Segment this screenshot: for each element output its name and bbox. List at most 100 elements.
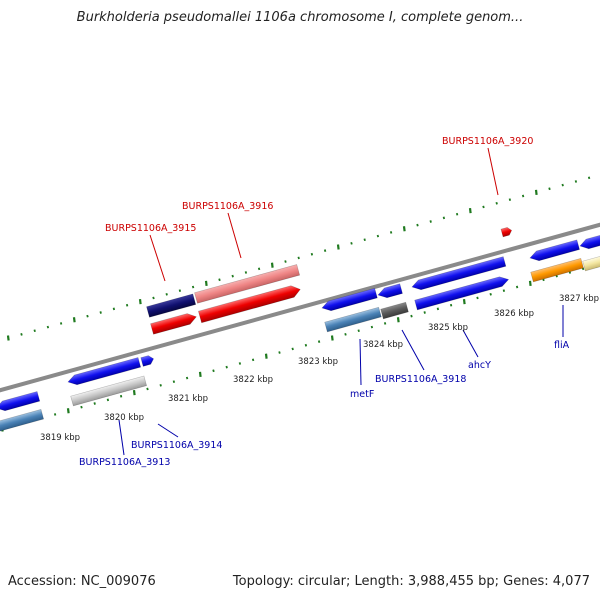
minor-tick <box>231 274 234 278</box>
minor-tick <box>178 289 182 293</box>
major-tick <box>270 262 274 268</box>
minor-tick <box>20 333 23 336</box>
major-tick <box>468 207 472 214</box>
gene-flia-lower[interactable] <box>530 257 584 283</box>
gene-burps1106a-3914-upper[interactable] <box>67 357 142 387</box>
minor-tick <box>278 351 281 354</box>
kbp-label-3819: 3819 kbp <box>40 433 80 443</box>
minor-tick <box>53 413 57 416</box>
minor-tick <box>423 311 426 314</box>
minor-tick <box>344 333 347 336</box>
gene-label-flia[interactable]: fliA <box>554 340 570 351</box>
minor-tick <box>112 307 116 311</box>
accession-text: Accession: NC_009076 <box>8 574 156 589</box>
gene-labels: BURPS1106A_3920 BURPS1106A_3916 BURPS110… <box>79 136 570 468</box>
leader-line <box>462 329 479 358</box>
leader-line <box>401 329 425 371</box>
gene-left-upper[interactable] <box>0 391 41 412</box>
minor-tick <box>376 234 380 238</box>
gene-label-burps1106a-3920[interactable]: BURPS1106A_3920 <box>442 136 533 147</box>
gene-burps1106a-3915-lower[interactable] <box>150 311 198 335</box>
major-tick <box>534 189 538 196</box>
minor-tick <box>284 260 287 263</box>
kbp-label-3827: 3827 kbp <box>559 294 599 304</box>
major-tick <box>6 335 10 341</box>
gene-burps1106a-3914-tip[interactable] <box>140 354 155 367</box>
minor-tick <box>119 394 123 398</box>
minor-tick <box>106 398 110 402</box>
leader-line <box>157 423 179 438</box>
gene-label-burps1106a-3916[interactable]: BURPS1106A_3916 <box>182 201 273 212</box>
minor-tick <box>383 322 387 325</box>
minor-tick <box>146 387 149 391</box>
major-tick <box>204 280 208 287</box>
minor-tick <box>548 187 551 191</box>
gene-label-metf[interactable]: metF <box>350 389 374 400</box>
major-tick <box>336 244 340 250</box>
minor-tick <box>185 376 189 380</box>
gene-burps1106a-3915-upper[interactable] <box>146 293 197 318</box>
major-tick <box>396 317 400 323</box>
gene-burps1106a-3920[interactable] <box>500 226 513 238</box>
minor-tick <box>495 201 498 205</box>
upper-tick-track <box>6 176 591 341</box>
gene-label-ahcy[interactable]: ahcY <box>468 360 491 371</box>
gene-flia-upper[interactable] <box>529 239 580 263</box>
minor-tick <box>574 180 578 183</box>
minor-tick <box>257 267 261 271</box>
gene-burps1106a-3918-lower[interactable] <box>380 301 409 320</box>
minor-tick <box>370 325 374 329</box>
gene-burps1106a-3913[interactable] <box>70 375 147 407</box>
major-tick <box>138 298 142 305</box>
major-tick <box>330 335 334 341</box>
leader-line <box>227 212 242 259</box>
gene-next-upper[interactable] <box>579 234 600 250</box>
major-tick <box>72 317 76 323</box>
gene-features[interactable] <box>0 226 600 433</box>
minor-tick <box>86 314 89 318</box>
leader-line <box>149 234 166 282</box>
minor-tick <box>159 383 162 387</box>
kbp-label-3825: 3825 kbp <box>428 323 468 333</box>
gene-label-burps1106a-3918[interactable]: BURPS1106A_3918 <box>375 374 466 385</box>
minor-tick <box>587 176 591 180</box>
major-tick <box>402 226 406 232</box>
gene-label-burps1106a-3913[interactable]: BURPS1106A_3913 <box>79 457 170 468</box>
gene-ahcy-lower[interactable] <box>414 275 510 311</box>
minor-tick <box>244 271 248 274</box>
kbp-label-3824: 3824 kbp <box>363 340 403 350</box>
map-title: Burkholderia pseudomallei 1106a chromoso… <box>76 10 524 25</box>
minor-tick <box>389 231 393 234</box>
gene-burps1106a-3918-upper[interactable] <box>377 283 403 300</box>
minor-tick <box>476 296 479 300</box>
gene-next-lower[interactable] <box>582 256 600 272</box>
minor-tick <box>515 285 519 289</box>
minor-tick <box>317 340 321 343</box>
minor-tick <box>80 405 83 409</box>
major-tick <box>132 389 136 396</box>
lower-tick-track <box>0 262 598 432</box>
kbp-label-3821: 3821 kbp <box>168 394 208 404</box>
gene-left-lower[interactable] <box>0 409 44 433</box>
kbp-label-3823: 3823 kbp <box>298 357 338 367</box>
minor-tick <box>212 369 215 373</box>
minor-tick <box>310 252 314 256</box>
major-tick <box>66 408 70 414</box>
minor-tick <box>357 329 360 333</box>
minor-tick <box>33 329 36 333</box>
gene-burps1106a-3916-lower[interactable] <box>198 284 301 324</box>
gene-ahcy-upper[interactable] <box>411 256 507 292</box>
minor-tick <box>165 292 168 296</box>
minor-tick <box>502 289 506 292</box>
gene-burps1106a-3916-upper[interactable] <box>194 264 301 304</box>
minor-tick <box>442 216 446 220</box>
gene-metf-lower[interactable] <box>324 306 382 333</box>
minor-tick <box>191 285 195 289</box>
gene-label-burps1106a-3915[interactable]: BURPS1106A_3915 <box>105 223 196 234</box>
minor-tick <box>125 303 129 307</box>
gene-metf-upper[interactable] <box>321 287 378 313</box>
gene-label-burps1106a-3914[interactable]: BURPS1106A_3914 <box>131 440 222 451</box>
minor-tick <box>350 242 353 245</box>
